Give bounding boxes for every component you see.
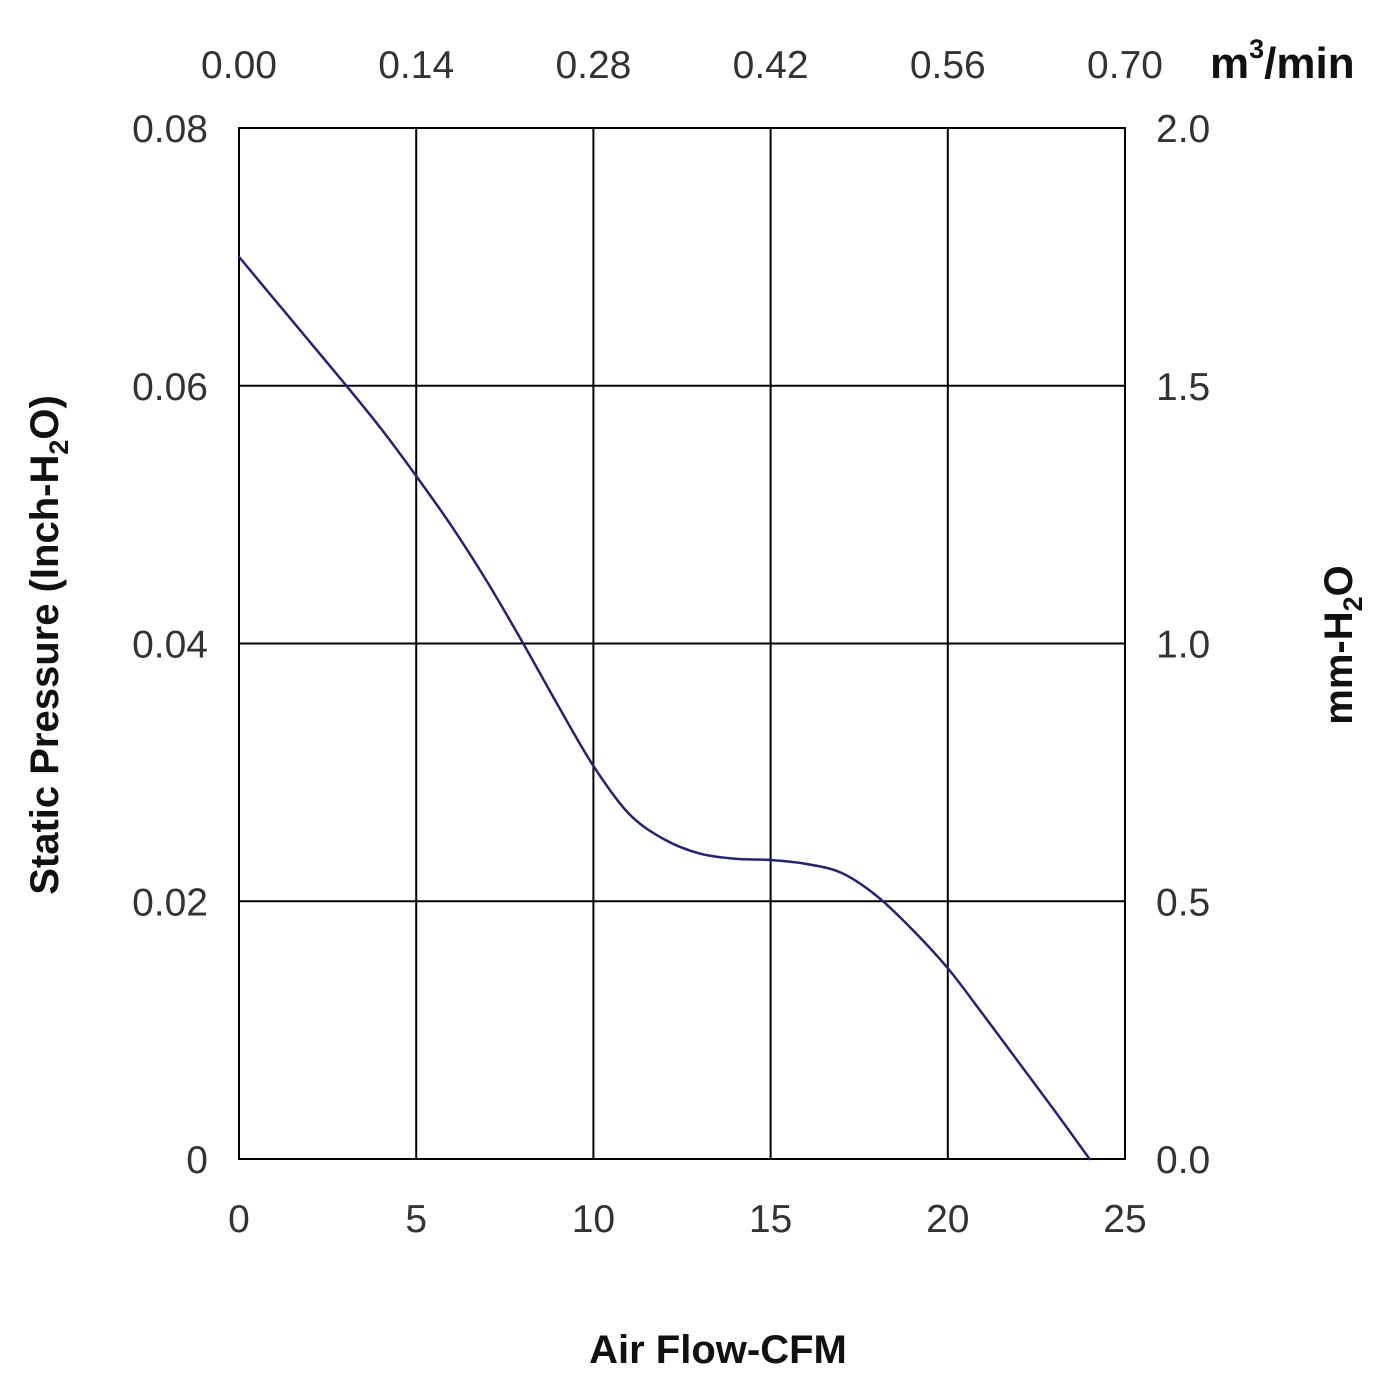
y-tick-label: 0.04	[132, 624, 208, 667]
series-layer	[237, 255, 1091, 1161]
y2-tick-label: 1.0	[1156, 624, 1210, 667]
y-tick-label: 0	[186, 1139, 208, 1182]
series-line-static-pressure	[237, 255, 1091, 1161]
y2-axis-title-main: mm-H	[1317, 611, 1361, 724]
y-axis-title-end: O)	[23, 395, 67, 439]
y2-axis-title-sub: 2	[1338, 596, 1368, 611]
y2-tick-label: 0.5	[1156, 881, 1210, 924]
y-tick-labels: 0 0.02 0.04 0.06 0.08	[132, 108, 208, 1182]
y2-axis-title-end: O	[1317, 565, 1361, 596]
y2-tick-labels: 0.0 0.5 1.0 1.5 2.0	[1156, 108, 1210, 1182]
x-tick-label: 0	[228, 1198, 250, 1241]
y-axis-title: Static Pressure (Inch-H2O)	[23, 395, 74, 895]
x-tick-label: 20	[926, 1198, 969, 1241]
x-tick-labels: 0 5 10 15 20 25	[228, 1198, 1147, 1241]
x-tick-label: 5	[405, 1198, 427, 1241]
x2-tick-label: 0.28	[555, 44, 631, 87]
x2-tick-labels: 0.00 0.14 0.28 0.42 0.56 0.70	[201, 44, 1163, 87]
x-tick-label: 15	[749, 1198, 792, 1241]
y2-tick-label: 0.0	[1156, 1139, 1210, 1182]
y2-tick-label: 1.5	[1156, 366, 1210, 409]
x2-tick-label: 0.56	[910, 44, 986, 87]
y2-tick-label: 2.0	[1156, 108, 1210, 151]
x2-axis-title-end: /min	[1264, 39, 1354, 88]
x-axis-title: Air Flow-CFM	[589, 1328, 847, 1372]
x2-axis-title: m3/min	[1210, 34, 1355, 88]
x2-tick-label: 0.14	[378, 44, 454, 87]
y-tick-label: 0.08	[132, 108, 208, 151]
x2-axis-title-main: m	[1210, 39, 1249, 88]
x2-tick-label: 0.42	[733, 44, 809, 87]
x-tick-label: 10	[572, 1198, 615, 1241]
grid	[239, 128, 1125, 1159]
y2-axis-title: mm-H2O	[1317, 565, 1368, 725]
x2-axis-title-sup: 3	[1249, 34, 1264, 64]
y-axis-title-main: Static Pressure (Inch-H	[23, 455, 67, 895]
x2-tick-label: 0.70	[1087, 44, 1163, 87]
y-axis-title-sub: 2	[44, 440, 74, 455]
x2-tick-label: 0.00	[201, 44, 277, 87]
y-tick-label: 0.02	[132, 881, 208, 924]
x-tick-label: 25	[1103, 1198, 1146, 1241]
y-tick-label: 0.06	[132, 366, 208, 409]
plot-frame	[238, 127, 1126, 1160]
